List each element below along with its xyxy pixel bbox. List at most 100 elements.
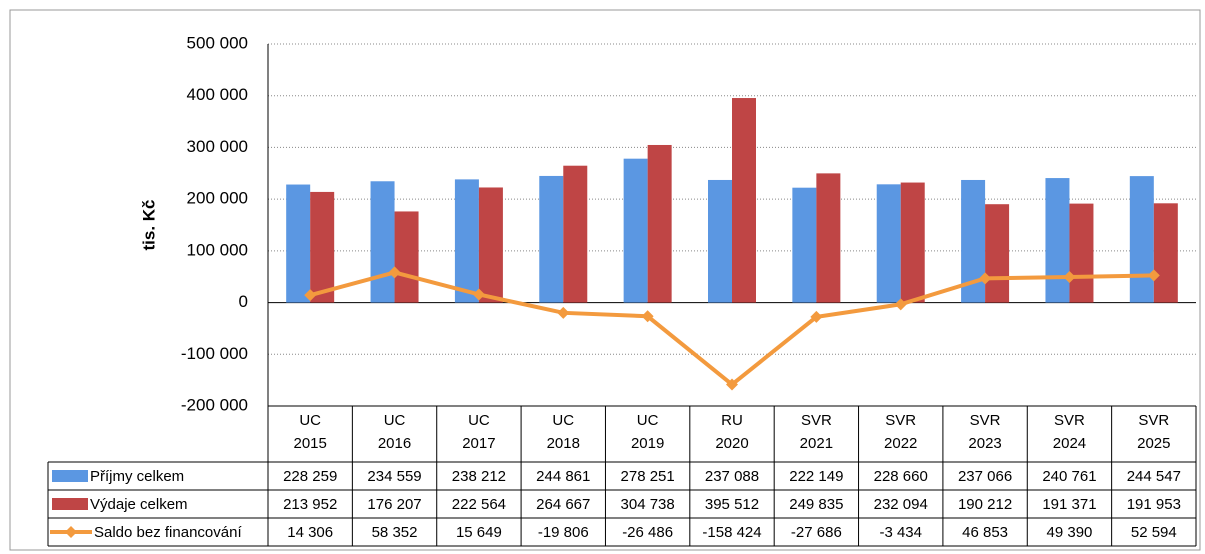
legend-label: Příjmy celkem (90, 468, 184, 485)
bar (985, 204, 1010, 303)
x-tick-label: UC (552, 412, 574, 429)
table-value: 237 088 (705, 468, 759, 485)
table-value: 46 853 (962, 524, 1008, 541)
table-value: 244 547 (1127, 468, 1181, 485)
bar (708, 179, 732, 303)
marker (304, 289, 317, 302)
x-tick-label: SVR (1138, 412, 1169, 429)
table-value: 228 660 (874, 468, 928, 485)
x-tick-label: UC (637, 412, 659, 429)
table-value: 191 371 (1042, 496, 1096, 513)
table-value: 238 212 (452, 468, 506, 485)
x-tick-label: 2018 (547, 435, 580, 452)
x-tick-label: 2024 (1053, 435, 1086, 452)
table-value: 228 259 (283, 468, 337, 485)
y-tick-label: 300 000 (187, 137, 248, 156)
table-value: 58 352 (372, 524, 418, 541)
y-tick-label: -100 000 (181, 344, 248, 363)
marker (810, 310, 823, 323)
marker (388, 266, 401, 279)
table-value: 213 952 (283, 496, 337, 513)
legend-swatch (52, 470, 88, 482)
table-value: 264 667 (536, 496, 590, 513)
x-tick-label: SVR (1054, 412, 1085, 429)
bar (454, 179, 479, 303)
table-value: 232 094 (874, 496, 928, 513)
bar (816, 173, 841, 303)
marker (726, 378, 738, 391)
bar (1153, 203, 1178, 303)
x-tick-label: SVR (885, 412, 916, 429)
x-tick-label: 2016 (378, 435, 411, 452)
y-tick-label: 500 000 (187, 33, 248, 52)
bar (900, 182, 925, 303)
marker (894, 298, 907, 311)
bar (394, 211, 419, 303)
bar (370, 181, 395, 303)
y-tick-label: -200 000 (181, 395, 248, 414)
x-tick-label: SVR (970, 412, 1001, 429)
bar (623, 158, 648, 303)
marker (557, 306, 570, 319)
table-value: 14 306 (287, 524, 333, 541)
bar (1045, 178, 1070, 303)
x-tick-label: 2017 (462, 435, 495, 452)
bar (792, 187, 817, 303)
marker (641, 310, 654, 323)
x-tick-label: UC (468, 412, 490, 429)
table-value: 278 251 (621, 468, 675, 485)
bar (1129, 176, 1154, 303)
x-tick-label: UC (299, 412, 321, 429)
y-tick-label: 200 000 (187, 189, 248, 208)
bar (1069, 203, 1094, 303)
table-value: 304 738 (621, 496, 675, 513)
table-value: 222 564 (452, 496, 506, 513)
table-value: 234 559 (367, 468, 421, 485)
marker (979, 272, 992, 285)
marker (1063, 271, 1076, 284)
legend-swatch (52, 498, 88, 510)
x-tick-label: 2019 (631, 435, 664, 452)
table-value: 49 390 (1047, 524, 1093, 541)
table-value: 395 512 (705, 496, 759, 513)
table-value: -26 486 (622, 524, 673, 541)
y-tick-label: 0 (239, 292, 248, 311)
x-tick-label: RU (721, 412, 743, 429)
table-value: 15 649 (456, 524, 502, 541)
bar (876, 184, 901, 303)
bar (563, 165, 588, 303)
bar (732, 98, 756, 303)
bar (647, 144, 672, 303)
table-value: -19 806 (538, 524, 589, 541)
table-value: -158 424 (702, 524, 761, 541)
x-tick-label: 2025 (1137, 435, 1170, 452)
legend-label: Saldo bez financování (94, 524, 242, 541)
x-tick-label: 2015 (293, 435, 326, 452)
table-value: -3 434 (879, 524, 922, 541)
x-tick-label: SVR (801, 412, 832, 429)
y-tick-label: 100 000 (187, 240, 248, 259)
table-value: 240 761 (1042, 468, 1096, 485)
bar (478, 187, 503, 303)
y-tick-label: 400 000 (187, 85, 248, 104)
table-value: -27 686 (791, 524, 842, 541)
table-value: 176 207 (367, 496, 421, 513)
table-value: 191 953 (1127, 496, 1181, 513)
table-value: 244 861 (536, 468, 590, 485)
legend-label: Výdaje celkem (90, 496, 188, 513)
x-tick-label: UC (384, 412, 406, 429)
table-value: 52 594 (1131, 524, 1177, 541)
bar (286, 184, 311, 303)
table-value: 222 149 (789, 468, 843, 485)
marker (1147, 269, 1160, 282)
bar (539, 175, 564, 303)
legend-marker (65, 526, 77, 538)
bar (310, 191, 335, 303)
table-value: 237 066 (958, 468, 1012, 485)
table-value: 190 212 (958, 496, 1012, 513)
x-tick-label: 2020 (715, 435, 748, 452)
x-tick-label: 2023 (968, 435, 1001, 452)
y-axis-title: tis. Kč (139, 199, 158, 250)
marker (472, 288, 485, 301)
